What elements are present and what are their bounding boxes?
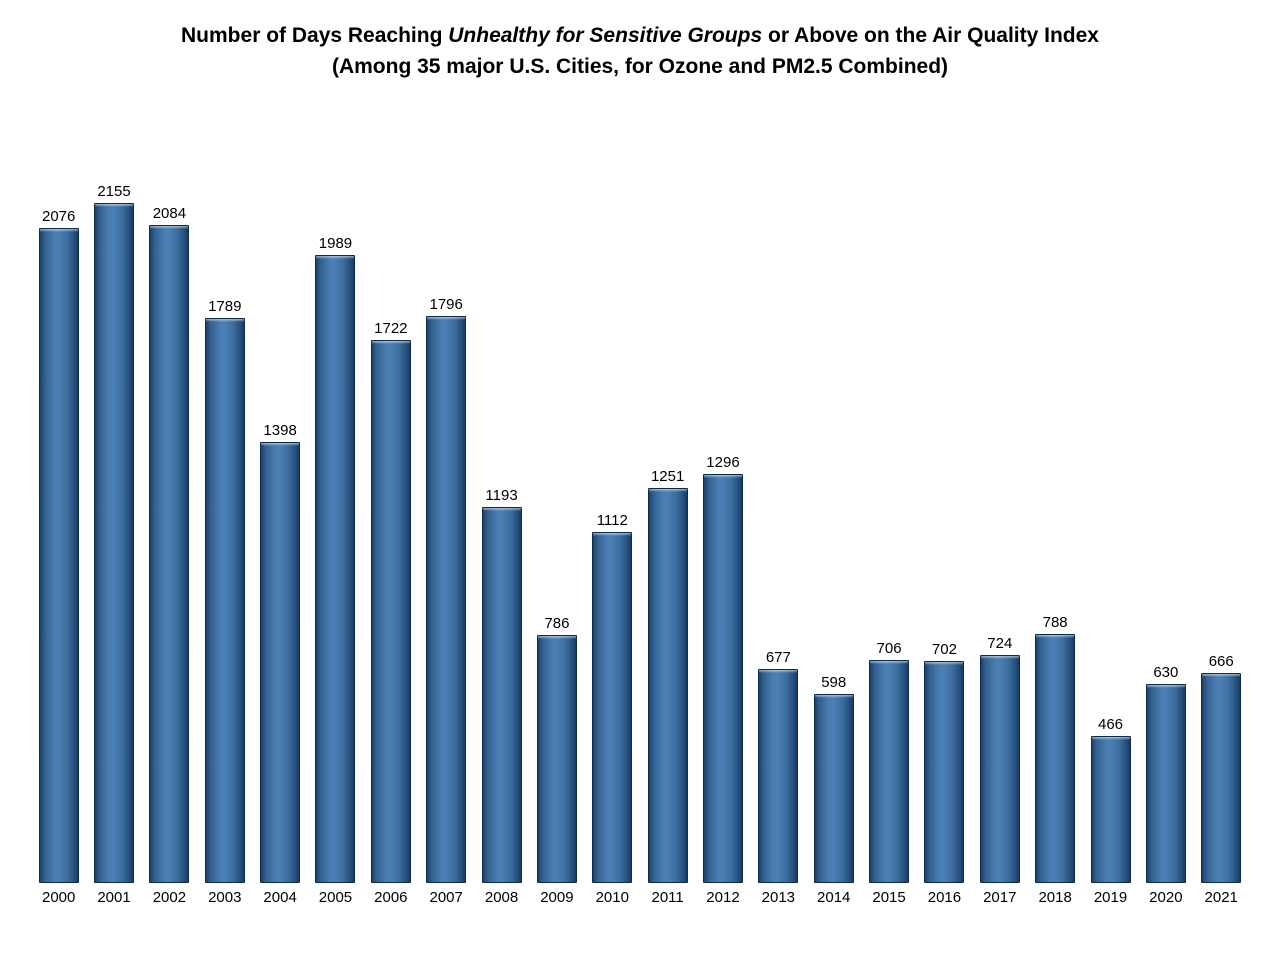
x-tick-label-2013: 2013: [761, 889, 796, 906]
bar-value-label-2000: 2076: [41, 208, 76, 225]
x-tick-label-2007: 2007: [429, 889, 463, 906]
x-tick-label-2020: 2020: [1149, 889, 1183, 906]
bar-value-label-2001: 2155: [97, 183, 131, 200]
bar-column-2003: 1789: [197, 298, 252, 883]
bar-2019: [1090, 736, 1131, 883]
x-tick-label-2009: 2009: [540, 889, 574, 906]
chart-title-line1-italic: Unhealthy for Sensitive Groups: [448, 24, 763, 47]
bar-column-2013: 677: [751, 649, 806, 883]
bar-value-label-2004: 1398: [263, 422, 297, 439]
bar-column-2005: 1989: [308, 235, 363, 883]
chart-title-line1: Number of Days Reaching Unhealthy for Se…: [0, 20, 1280, 51]
chart-title-line1-prefix: Number of Days Reaching: [181, 24, 449, 47]
x-tick-label-2004: 2004: [263, 889, 297, 906]
bar-2005: [315, 255, 356, 883]
bar-2002: [149, 225, 190, 883]
bar-column-2020: 630: [1138, 664, 1193, 883]
bars-row: 2076 2155 2084 1789 1398 1989 1722 1796 1193 786 1…: [31, 0, 1249, 883]
bar-value-label-2013: 677: [765, 649, 791, 666]
bar-2003: [204, 318, 245, 883]
bar-value-label-2005: 1989: [318, 235, 353, 252]
x-tick-label-2019: 2019: [1093, 889, 1128, 906]
bar-column-2001: 2155: [86, 183, 141, 883]
x-tick-label-2006: 2006: [374, 889, 408, 906]
bar-2010: [592, 532, 633, 883]
bar-2016: [924, 661, 965, 883]
bar-2004: [260, 442, 301, 883]
bar-column-2009: 786: [529, 615, 584, 883]
chart-title-line1-suffix: or Above on the Air Quality Index: [762, 24, 1099, 47]
bar-column-2011: 1251: [640, 468, 695, 883]
bar-value-label-2002: 2084: [152, 205, 187, 222]
bar-column-2018: 788: [1027, 614, 1082, 883]
bar-column-2021: 666: [1194, 653, 1249, 883]
x-tick-label-2014: 2014: [817, 889, 851, 906]
bar-column-2002: 2084: [142, 205, 197, 883]
bar-2017: [979, 655, 1020, 883]
bar-column-2007: 1796: [419, 296, 474, 883]
chart-title: Number of Days Reaching Unhealthy for Se…: [0, 20, 1280, 82]
x-tick-label-2003: 2003: [208, 889, 242, 906]
bar-value-label-2010: 1112: [596, 512, 628, 529]
bar-column-2010: 1112: [585, 512, 640, 883]
bar-value-label-2019: 466: [1097, 716, 1124, 733]
bar-2011: [647, 488, 688, 883]
x-tick-label-2008: 2008: [484, 889, 519, 906]
bar-2001: [94, 203, 135, 883]
bar-2009: [536, 635, 577, 883]
x-tick-label-2011: 2011: [651, 889, 684, 906]
bar-column-2004: 1398: [252, 422, 307, 883]
bar-column-2006: 1722: [363, 320, 418, 883]
x-tick-label-2018: 2018: [1038, 889, 1072, 906]
bar-column-2016: 702: [917, 641, 972, 883]
x-tick-label-2012: 2012: [706, 889, 740, 906]
x-tick-label-2010: 2010: [595, 889, 629, 906]
bar-2012: [702, 474, 743, 883]
bar-column-2017: 724: [972, 635, 1027, 883]
bar-value-label-2021: 666: [1208, 653, 1234, 670]
bar-2006: [370, 340, 411, 883]
x-tick-label-2015: 2015: [872, 889, 906, 906]
x-tick-label-2002: 2002: [152, 889, 187, 906]
bar-value-label-2016: 702: [931, 641, 957, 658]
bar-value-label-2008: 1193: [485, 487, 518, 504]
x-tick-label-2017: 2017: [983, 889, 1017, 906]
x-tick-label-2001: 2001: [97, 889, 131, 906]
bar-2014: [813, 694, 854, 883]
x-tick-label-2005: 2005: [318, 889, 353, 906]
bar-column-2000: 2076: [31, 208, 86, 883]
bar-column-2019: 466: [1083, 716, 1138, 883]
bar-column-2012: 1296: [695, 454, 750, 883]
bar-value-label-2007: 1796: [429, 296, 463, 313]
bar-value-label-2017: 724: [987, 635, 1013, 652]
bar-value-label-2012: 1296: [706, 454, 740, 471]
bar-value-label-2003: 1789: [208, 298, 242, 315]
bar-2020: [1145, 684, 1186, 883]
bar-value-label-2011: 1251: [650, 468, 685, 485]
x-tick-label-2021: 2021: [1204, 889, 1238, 906]
bar-column-2014: 598: [806, 674, 861, 883]
bar-2018: [1035, 634, 1076, 883]
bar-value-label-2020: 630: [1153, 664, 1179, 681]
bar-value-label-2006: 1722: [374, 320, 408, 337]
bar-value-label-2014: 598: [821, 674, 847, 691]
bar-2021: [1201, 673, 1242, 883]
bar-value-label-2018: 788: [1042, 614, 1068, 631]
bar-2000: [38, 228, 79, 883]
x-axis-labels: 2000 2001 2002 2003 2004 2005 2006 2007 2008 2009…: [31, 889, 1249, 906]
bar-2008: [481, 507, 522, 883]
x-tick-label-2016: 2016: [927, 889, 962, 906]
x-tick-label-2000: 2000: [41, 889, 76, 906]
bar-2015: [869, 660, 910, 883]
bar-value-label-2015: 706: [876, 640, 902, 657]
bar-2007: [426, 316, 467, 883]
bar-2013: [758, 669, 799, 883]
bar-column-2015: 706: [861, 640, 916, 883]
bar-column-2008: 1193: [474, 487, 529, 883]
chart-subtitle: (Among 35 major U.S. Cities, for Ozone a…: [331, 55, 949, 78]
plot-area: 2076 2155 2084 1789 1398 1989 1722 1796 1193 786 1…: [31, 0, 1249, 906]
bar-value-label-2009: 786: [544, 615, 570, 632]
